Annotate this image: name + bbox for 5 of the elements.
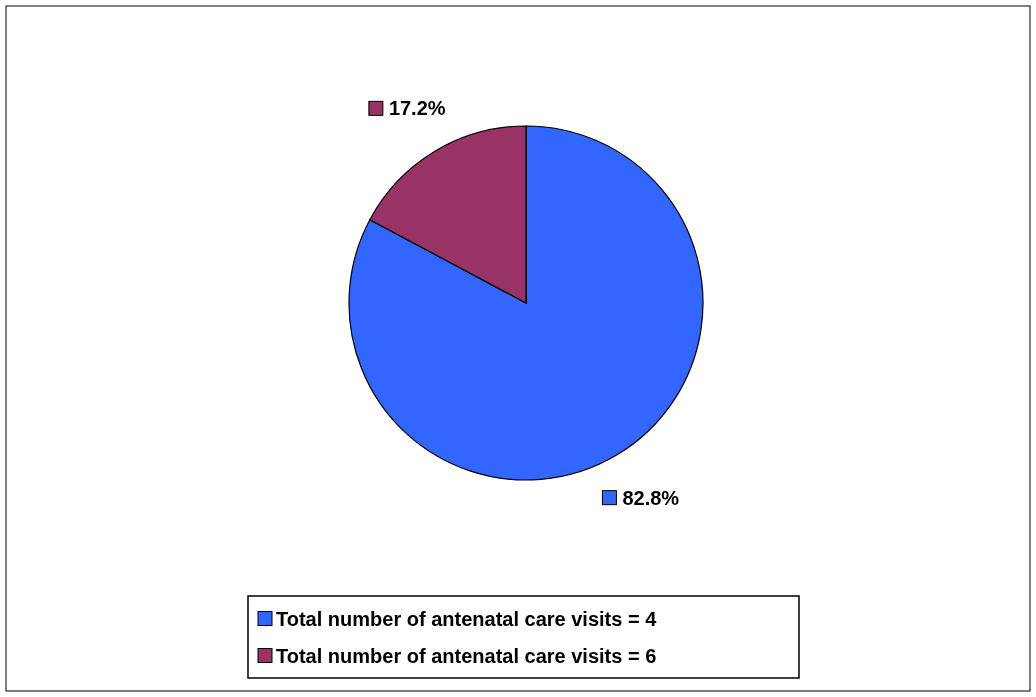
data-label: 17.2% — [388, 97, 446, 120]
legend-label: Total number of antenatal care visits = 4 — [276, 607, 658, 630]
pie-slice — [348, 125, 704, 481]
data-label: 82.8% — [622, 486, 680, 509]
legend-label: Total number of antenatal care visits = 6 — [276, 644, 657, 667]
